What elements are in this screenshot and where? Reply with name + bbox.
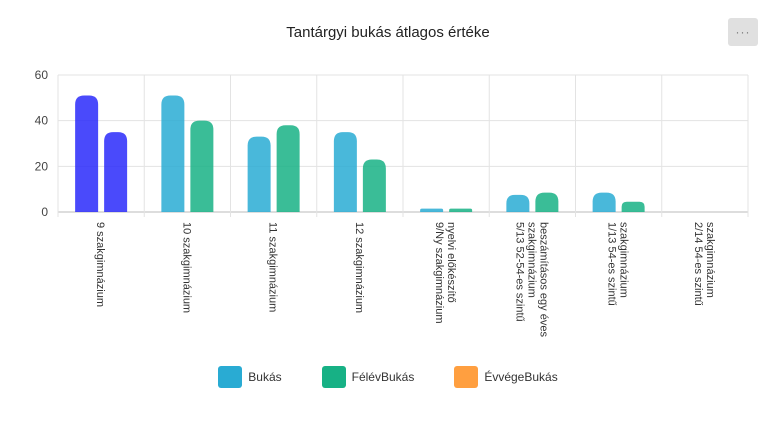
bar-bukás-1 xyxy=(161,95,185,212)
bar-bukás-6 xyxy=(592,192,616,212)
x-tick-label: szakgimnázium xyxy=(704,222,716,298)
legend-swatch xyxy=(454,366,479,388)
x-tick-label: szakgimnázium xyxy=(618,222,630,298)
bar-félévbukás-0 xyxy=(104,132,128,212)
x-tick-label: 9/Ny szakgimnázium xyxy=(433,222,445,323)
legend-swatch xyxy=(218,366,243,388)
x-tick-label: 1/13 54-es szintű xyxy=(606,222,618,306)
x-tick-label: nyelvi előkészítő xyxy=(445,222,457,303)
bar-bukás-2 xyxy=(247,136,271,212)
chart-menu-button[interactable]: ··· xyxy=(728,18,758,46)
y-tick-label: 60 xyxy=(35,68,49,82)
legend-item-félévbukás[interactable]: FélévBukás xyxy=(321,366,415,388)
y-tick-label: 20 xyxy=(35,159,49,173)
chart-title: Tantárgyi bukás átlagos értéke xyxy=(286,24,490,41)
bar-bukás-0 xyxy=(75,95,99,212)
x-tick-label: beszámításos egy éves xyxy=(537,222,549,337)
x-tick-label: 12 szakgimnázium xyxy=(353,222,365,313)
legend-item-bukás[interactable]: Bukás xyxy=(218,366,282,388)
x-tick-label: 9 szakgimnázium xyxy=(94,222,106,307)
bar-félévbukás-1 xyxy=(190,120,214,212)
legend-label: ÉvvégeBukás xyxy=(484,370,558,384)
bar-félévbukás-3 xyxy=(362,159,386,212)
x-tick-label: 11 szakgimnázium xyxy=(267,222,279,312)
y-tick-label: 40 xyxy=(35,114,49,128)
bar-bukás-5 xyxy=(506,194,530,212)
bar-félévbukás-2 xyxy=(276,125,300,212)
legend-label: FélévBukás xyxy=(351,370,415,384)
x-tick-label: 5/13 52-54-es szintű xyxy=(513,222,525,322)
bar-félévbukás-6 xyxy=(621,201,645,212)
bar-félévbukás-4 xyxy=(449,208,473,212)
bar-bukás-3 xyxy=(333,132,357,212)
legend-item-évvégebukás[interactable]: ÉvvégeBukás xyxy=(454,366,558,388)
legend-swatch xyxy=(321,366,346,388)
legend-label: Bukás xyxy=(248,370,282,384)
bar-félévbukás-5 xyxy=(535,192,559,212)
x-tick-label: szakgimnázium xyxy=(525,222,537,298)
x-tick-label: 2/14 54-es szintű xyxy=(692,222,704,306)
bar-bukás-4 xyxy=(420,208,444,212)
x-tick-label: 10 szakgimnázium xyxy=(180,222,192,313)
y-tick-label: 0 xyxy=(41,205,48,219)
chart-legend: Bukás FélévBukás ÉvvégeBukás xyxy=(0,366,776,388)
